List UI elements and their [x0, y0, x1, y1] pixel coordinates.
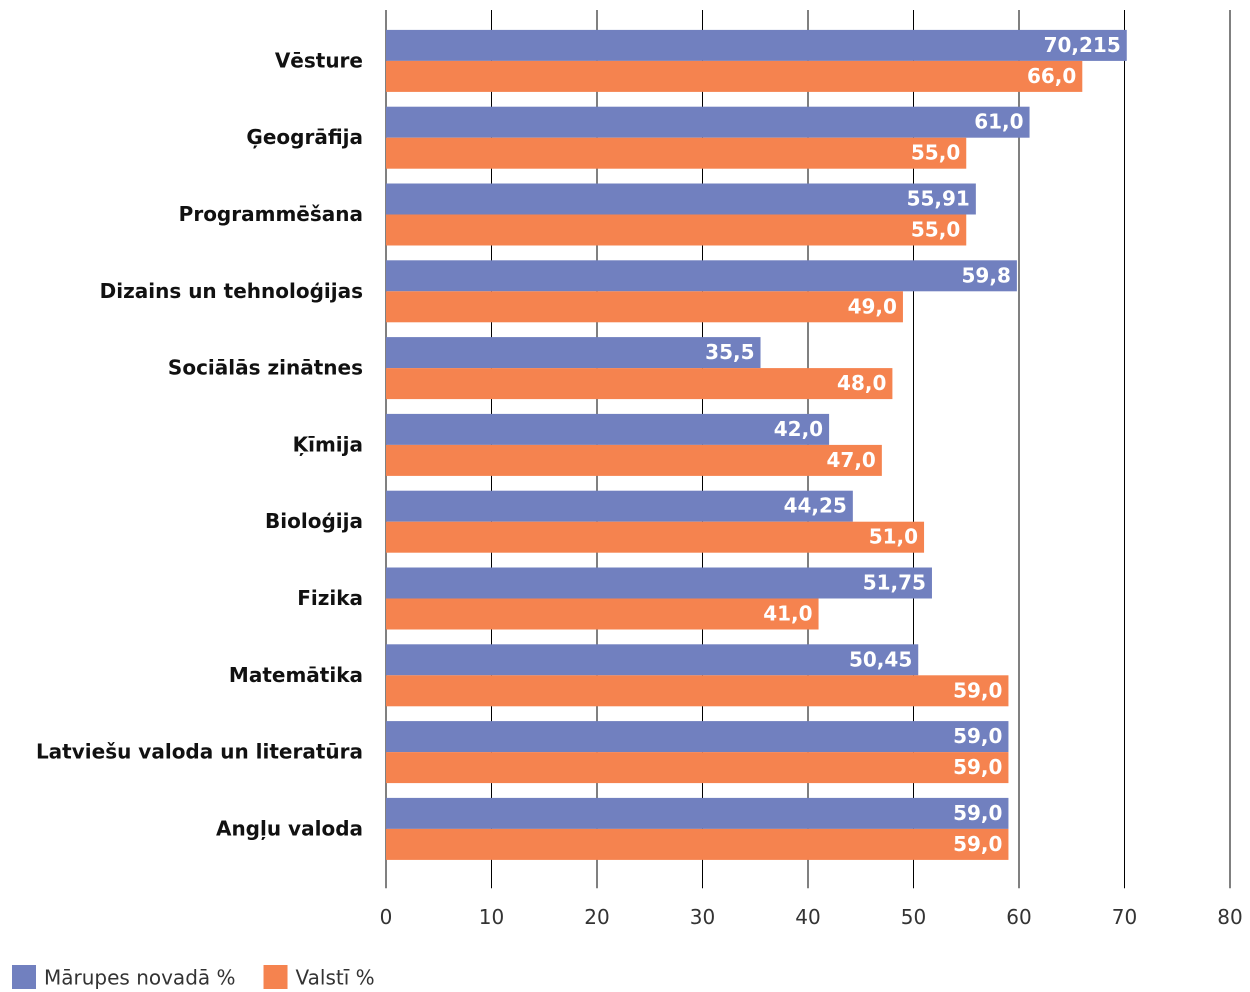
- x-tick-label: 70: [1112, 905, 1137, 929]
- bar: [386, 828, 1009, 860]
- value-label: 59,0: [953, 801, 1002, 825]
- legend-label: Mārupes novadā %: [44, 966, 236, 990]
- value-label: 55,91: [907, 187, 970, 211]
- category-label: Ģeogrāfija: [246, 125, 363, 149]
- category-label: Sociālās zinātnes: [168, 356, 363, 380]
- value-label: 47,0: [826, 448, 875, 472]
- bar: [386, 490, 853, 522]
- value-label: 48,0: [837, 371, 886, 395]
- value-label: 55,0: [911, 218, 960, 242]
- bar: [386, 598, 819, 630]
- category-label: Bioloģija: [265, 509, 363, 533]
- value-label: 59,0: [953, 832, 1002, 856]
- bar: [386, 413, 830, 445]
- legend-swatch: [12, 965, 36, 989]
- value-label: 50,45: [849, 647, 912, 671]
- x-tick-label: 40: [795, 905, 820, 929]
- bar: [386, 106, 1030, 138]
- category-label: Vēsture: [275, 48, 363, 72]
- bar: [386, 183, 976, 215]
- x-tick-label: 60: [1006, 905, 1031, 929]
- value-label: 49,0: [848, 294, 897, 318]
- x-tick-label: 50: [901, 905, 926, 929]
- x-tick-label: 30: [690, 905, 715, 929]
- legend-label: Valstī %: [296, 966, 375, 990]
- value-label: 51,0: [869, 525, 918, 549]
- category-label: Latviešu valoda un literatūra: [36, 740, 363, 764]
- value-label: 41,0: [763, 602, 812, 626]
- value-label: 42,0: [774, 417, 823, 441]
- value-label: 44,25: [784, 494, 847, 518]
- category-label: Angļu valoda: [216, 816, 363, 840]
- bar: [386, 752, 1009, 784]
- value-label: 70,215: [1044, 33, 1121, 57]
- bar: [386, 137, 967, 169]
- bar: [386, 337, 761, 369]
- bar: [386, 567, 932, 599]
- bar: [386, 721, 1009, 753]
- category-label: Fizika: [297, 586, 363, 610]
- category-label: Matemātika: [229, 663, 363, 687]
- value-label: 51,75: [863, 571, 926, 595]
- bar: [386, 368, 893, 400]
- x-tick-label: 20: [584, 905, 609, 929]
- bar: [386, 675, 1009, 707]
- bar: [386, 60, 1083, 92]
- x-tick-label: 10: [479, 905, 504, 929]
- category-label: Programmēšana: [179, 202, 363, 226]
- value-label: 59,0: [953, 678, 1002, 702]
- bar: [386, 644, 919, 676]
- legend-swatch: [263, 965, 288, 989]
- bar: [386, 521, 925, 553]
- value-label: 61,0: [974, 110, 1023, 134]
- bar: [386, 29, 1127, 61]
- x-tick-label: 0: [380, 905, 393, 929]
- value-label: 59,8: [962, 263, 1011, 287]
- bar: [386, 797, 1009, 829]
- bar: [386, 291, 903, 323]
- value-label: 55,0: [911, 141, 960, 165]
- x-tick-label: 80: [1217, 905, 1242, 929]
- category-label: Dizains un tehnoloģijas: [100, 279, 363, 303]
- bar: [386, 214, 967, 246]
- category-label: Ķīmija: [293, 432, 363, 456]
- value-label: 59,0: [953, 724, 1002, 748]
- value-label: 66,0: [1027, 64, 1076, 88]
- bar: [386, 260, 1017, 292]
- value-label: 35,5: [705, 340, 754, 364]
- value-label: 59,0: [953, 755, 1002, 779]
- bar: [386, 444, 882, 476]
